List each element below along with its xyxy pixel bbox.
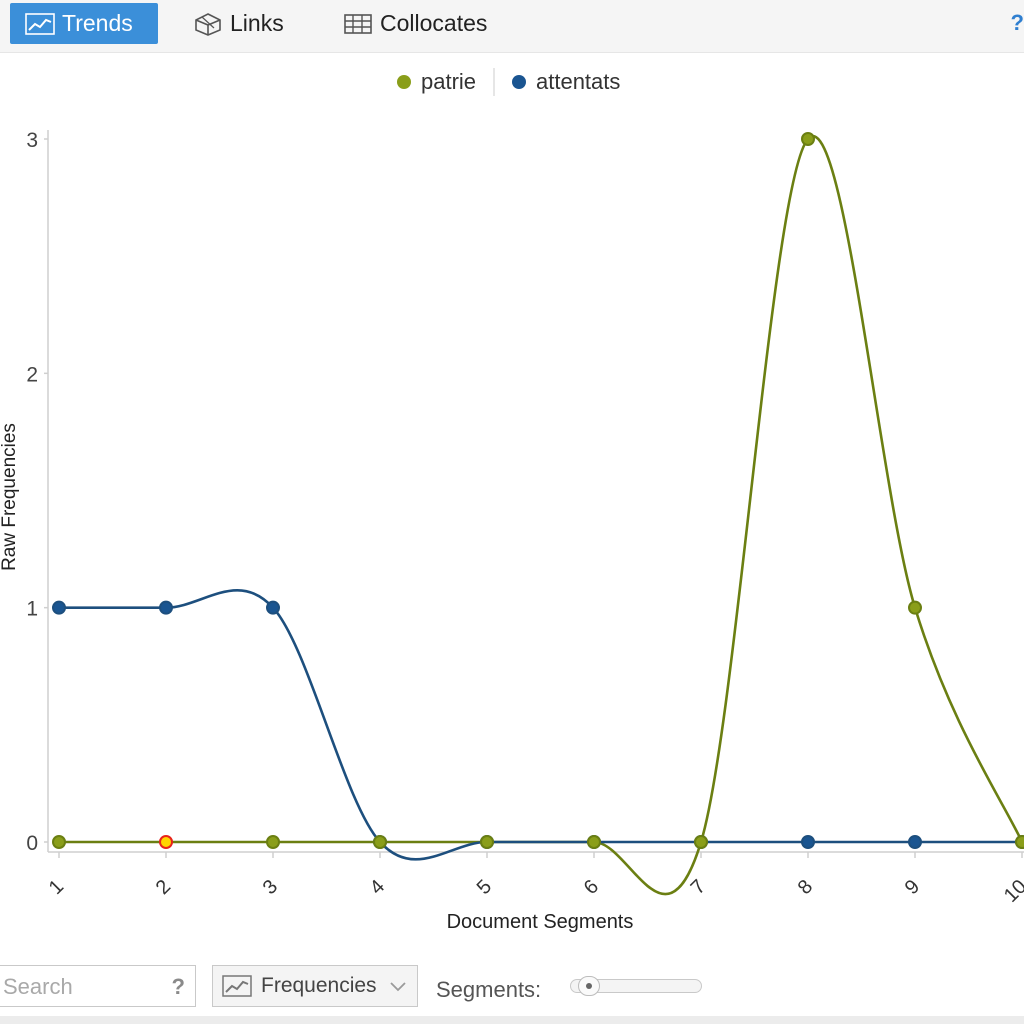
legend: patrie attentats <box>397 68 620 96</box>
toolbar: Trends Links Collocates ? <box>0 0 1024 53</box>
x-axis-title: Document Segments <box>447 911 634 933</box>
x-tick-label: 2 <box>152 876 175 899</box>
data-point-attentats[interactable] <box>159 600 173 615</box>
line-chart-icon <box>222 975 252 997</box>
tab-collocates[interactable]: Collocates <box>328 3 518 44</box>
segments-label: Segments: <box>436 977 542 1002</box>
data-point-patrie[interactable] <box>373 835 387 849</box>
data-point-patrie[interactable] <box>52 835 66 849</box>
x-tick-label: 8 <box>794 876 817 899</box>
network-cube-icon <box>195 12 221 36</box>
segments-slider-track[interactable] <box>570 979 702 993</box>
y-tick-label: 2 <box>26 363 38 386</box>
frequencies-button[interactable]: Frequencies <box>212 965 418 1007</box>
segments-slider-handle[interactable] <box>578 976 600 996</box>
y-tick-label: 3 <box>26 129 38 152</box>
data-point-patrie[interactable] <box>159 835 173 849</box>
frequencies-button-label: Frequencies <box>261 974 377 997</box>
x-tick-label: 1 <box>45 876 68 899</box>
series-lines <box>58 135 1024 896</box>
data-point-attentats[interactable] <box>52 600 66 615</box>
x-tick-label: 3 <box>259 876 282 899</box>
data-point-patrie[interactable] <box>587 835 601 849</box>
x-tick-label: 4 <box>366 876 389 899</box>
legend-marker-patrie[interactable] <box>397 75 411 89</box>
tab-links[interactable]: Links <box>178 3 308 44</box>
data-point-patrie[interactable] <box>266 835 280 849</box>
tab-trends[interactable]: Trends <box>10 3 158 44</box>
series-line-attentats <box>58 589 1022 861</box>
legend-label-patrie[interactable]: patrie <box>421 69 476 94</box>
x-tick-label: 7 <box>687 876 710 899</box>
x-tick-label: 5 <box>473 876 496 899</box>
data-point-patrie[interactable] <box>801 132 815 146</box>
search-box: ? <box>0 965 196 1007</box>
series-points <box>52 132 1024 849</box>
tab-label: Trends <box>62 10 133 36</box>
x-tick-label: 10 <box>1000 876 1024 907</box>
y-tick-label: 1 <box>26 598 38 621</box>
search-help-icon[interactable]: ? <box>171 974 185 999</box>
y-ticks: 0 1 2 3 <box>26 129 48 855</box>
x-tick-label: 9 <box>901 876 924 899</box>
search-input[interactable] <box>1 973 165 1001</box>
x-ticks: 1 2 3 4 5 6 7 8 9 10 <box>45 852 1024 907</box>
data-point-patrie[interactable] <box>1015 835 1024 849</box>
legend-label-attentats[interactable]: attentats <box>536 69 620 94</box>
chevron-down-icon <box>389 982 406 992</box>
help-button[interactable]: ? <box>1010 10 1024 35</box>
table-grid-icon <box>344 13 372 34</box>
tab-label: Links <box>230 10 284 36</box>
series-line-patrie <box>58 135 1024 896</box>
data-point-patrie[interactable] <box>908 600 922 615</box>
y-tick-label: 0 <box>26 832 38 855</box>
tab-label: Collocates <box>380 10 488 36</box>
line-chart-icon <box>25 12 55 35</box>
data-point-attentats[interactable] <box>801 835 815 849</box>
bottom-divider <box>0 1016 1024 1024</box>
legend-marker-attentats[interactable] <box>512 75 526 89</box>
data-point-patrie[interactable] <box>694 835 708 849</box>
y-axis-title: Raw Frequencies <box>0 423 20 571</box>
bottom-toolbar: ? Frequencies Segments: <box>0 955 1024 1024</box>
data-point-patrie[interactable] <box>480 835 494 849</box>
data-point-attentats[interactable] <box>908 835 922 849</box>
x-tick-label: 6 <box>580 876 603 899</box>
data-point-attentats[interactable] <box>266 600 280 615</box>
